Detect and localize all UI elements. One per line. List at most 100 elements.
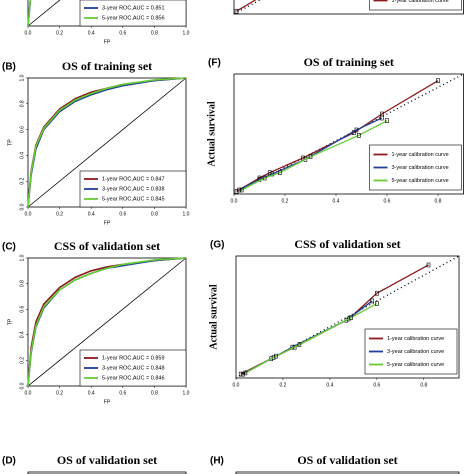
calibration-point: [237, 187, 241, 193]
calibration-point: [234, 8, 239, 14]
legend-label: 1-year calibration curve: [392, 152, 449, 158]
calibration-point: [308, 154, 313, 159]
panel-title: OS of validation set: [297, 453, 397, 467]
legend-label: 5-year calibration curve: [392, 178, 449, 184]
calibration-point: [271, 355, 276, 360]
y-axis-label: TP: [7, 318, 13, 325]
calibration-point: [426, 262, 431, 268]
plot-frame: [233, 0, 464, 15]
x-tick-label: 0.8: [151, 390, 158, 396]
x-tick-label: 0.0: [25, 211, 32, 217]
calibration-point: [380, 115, 384, 121]
x-tick-label: 0.0: [233, 382, 240, 388]
calibration-point: [370, 298, 374, 304]
legend-label: 3-year calibration curve: [387, 349, 444, 355]
series-line: [236, 0, 257, 12]
calibration-point: [385, 118, 389, 123]
series-line: [236, 80, 439, 192]
panel-label: (F): [208, 58, 221, 69]
plot-frame: [233, 73, 464, 195]
calibration-point: [357, 133, 361, 138]
panel: OS of validation set (H): [210, 453, 460, 474]
panel-title: OS of training set: [304, 55, 394, 69]
x-tick-label: 0.0: [231, 198, 238, 204]
legend-label: 3-year ROC,AUC = 0.851: [102, 5, 165, 11]
legend-label: 5-year ROC,AUC = 0.845: [102, 196, 165, 202]
legend-label: 3-year ROC,AUC = 0.848: [102, 365, 165, 371]
panel-label: (D): [2, 456, 16, 467]
calibration-point: [349, 315, 353, 320]
calibration-point: [375, 290, 379, 296]
calibration-point: [238, 371, 243, 377]
series-line: [238, 117, 383, 191]
calibration-point: [303, 157, 308, 162]
x-tick-label: 0.6: [119, 211, 126, 217]
x-tick-label: 0.6: [373, 382, 380, 388]
x-tick-label: 0.8: [435, 198, 442, 204]
legend-label: 1-year ROC,AUC = 0.847: [102, 176, 165, 182]
x-axis-label: FP: [104, 220, 111, 226]
reference-diagonal: [27, 77, 187, 208]
panel-label: (G): [210, 240, 224, 251]
calibration-point: [354, 127, 359, 133]
calibration-point: [436, 78, 440, 83]
calibration-point: [241, 371, 245, 377]
legend-label: 5-year ROC,AUC = 0.846: [102, 375, 165, 381]
panel-title: OS of validation set: [57, 453, 157, 467]
x-tick-label: 1.0: [183, 211, 190, 217]
legend-label: 5-year calibration curve: [387, 362, 444, 368]
legend-label: 1-year calibration curve: [387, 336, 444, 342]
y-tick-label: 0.4: [19, 331, 25, 338]
panel-label: (C): [2, 242, 16, 253]
x-tick-label: 0.6: [384, 198, 391, 204]
panel-title: CSS of validation set: [54, 239, 160, 253]
panel-title: CSS of validation set: [294, 237, 400, 251]
x-tick-label: 0.8: [420, 382, 427, 388]
calibration-point: [243, 370, 248, 376]
legend-box: [369, 0, 462, 11]
y-tick-label: 0.6: [19, 306, 25, 313]
y-tick-label: 0.4: [19, 152, 25, 159]
x-tick-label: 0.6: [119, 390, 126, 396]
legend-label: 5-year ROC,AUC = 0.856: [102, 15, 165, 21]
panel-title: OS of training set: [62, 59, 152, 73]
panel-label: (H): [210, 456, 224, 467]
plot-frame: [235, 255, 460, 379]
x-tick-label: 0.8: [151, 211, 158, 217]
x-axis-label: FP: [104, 399, 111, 405]
reference-diagonal: [27, 0, 61, 27]
x-tick-label: 0.2: [56, 30, 63, 36]
x-tick-label: 0.2: [279, 382, 286, 388]
x-tick-label: 0.2: [56, 390, 63, 396]
x-tick-label: 0.4: [326, 382, 333, 388]
calibration-point: [239, 187, 244, 193]
calibration-point: [278, 170, 282, 175]
legend-box: [79, 0, 187, 27]
x-tick-label: 1.0: [183, 30, 190, 36]
calibration-point: [274, 353, 278, 359]
plot-frame: [27, 471, 187, 474]
x-tick-label: 0.8: [151, 30, 158, 36]
y-tick-label: 0.2: [19, 357, 25, 364]
legend-label: 1-year calibration curve: [392, 0, 449, 4]
y-tick-label: 0.8: [19, 280, 25, 287]
x-tick-label: 0.2: [56, 211, 63, 217]
legend-label: 3-year ROC,AUC = 0.838: [102, 186, 165, 192]
x-tick-label: 0.6: [119, 30, 126, 36]
calibration-point: [269, 356, 274, 362]
x-tick-label: 0.4: [88, 30, 95, 36]
panel: CSS of validation set (G) 0.0 0.2 0.4 0.6 0.8 A…: [208, 237, 460, 388]
y-tick-label: 0.8: [19, 100, 25, 107]
y-tick-label: 0.0: [19, 382, 25, 389]
series-line: [245, 302, 378, 374]
x-tick-label: 1.0: [183, 390, 190, 396]
calibration-point: [297, 342, 302, 347]
panel: 0.0 0.2 0.4 0.6 0.8 1.0 FP 3-year ROC,AUC = 0.8…: [25, 0, 190, 45]
x-tick-label: 0.4: [88, 390, 95, 396]
plot-frame: [235, 471, 460, 474]
panel: OS of training set (B) 0.0 0.2 0.4 0.6 0.8 1.0 0…: [2, 59, 190, 227]
x-axis-label: FP: [104, 39, 111, 45]
calibration-point: [375, 301, 379, 306]
panel: OS of training set (F) 0.0 0.2 0.4 0.6 0.8 Actu…: [206, 55, 464, 204]
